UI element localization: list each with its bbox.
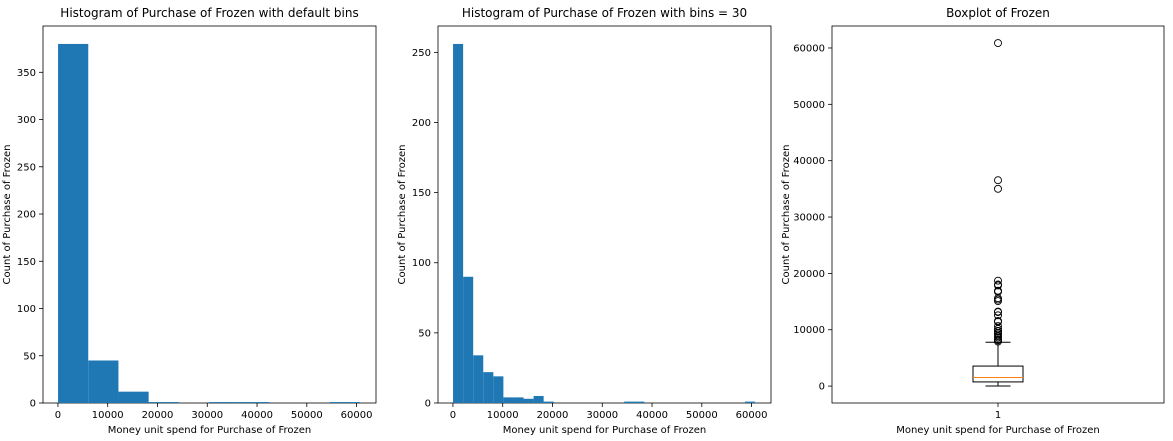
outlier-point	[994, 39, 1002, 48]
outlier-point	[994, 184, 1002, 193]
chart-title: Histogram of Purchase of Frozen with def…	[60, 6, 358, 20]
y-tick-label: 20000	[793, 269, 825, 280]
y-tick-label: 40000	[793, 156, 825, 167]
x-tick-label: 40000	[241, 410, 273, 421]
y-tick-label: 200	[17, 210, 36, 221]
outlier-point	[994, 308, 1002, 317]
plot-area	[437, 25, 772, 404]
y-tick-label: 50	[418, 328, 431, 339]
x-tick-label: 60000	[736, 410, 768, 421]
histogram-bar	[624, 401, 635, 403]
y-tick-label: 50	[23, 351, 36, 362]
y-tick-label: 50000	[793, 100, 825, 111]
x-tick-label: 30000	[586, 410, 618, 421]
outlier-point	[994, 176, 1002, 185]
histogram-bar	[483, 372, 494, 403]
boxplot-panel: 1 0 10000 20000 30000 40000 50000 60000 Boxplo…	[781, 6, 1165, 436]
outlier-point	[994, 327, 1002, 336]
histogram-bar	[209, 402, 240, 403]
histogram-bar	[329, 402, 361, 403]
chart-title: Histogram of Purchase of Frozen with bin…	[462, 6, 747, 20]
histogram-bar	[513, 397, 524, 403]
histogram-default-bins-panel: 0 10000 20000 30000 40000 50000 60000 0 50 100 15…	[2, 6, 377, 436]
plot-area	[831, 25, 1165, 404]
y-tick-label: 0	[30, 399, 36, 410]
y-axis-label: Count of Purchase of Frozen	[781, 145, 792, 285]
histogram-bar	[523, 398, 534, 403]
histogram-bar	[493, 376, 504, 403]
x-tick-label: 10000	[92, 410, 124, 421]
y-tick-label: 150	[17, 257, 36, 268]
histogram-bar	[634, 401, 645, 403]
x-tick-label: 0	[55, 410, 61, 421]
x-tick-label: 20000	[142, 410, 174, 421]
histogram-bar	[118, 391, 149, 403]
histogram-bar	[239, 402, 270, 403]
x-tick-label: 0	[450, 410, 456, 421]
y-tick-label: 250	[17, 162, 36, 173]
y-tick-label: 100	[17, 304, 36, 315]
x-tick-label: 60000	[341, 410, 373, 421]
plot-area	[42, 25, 377, 404]
y-axis-label: Count of Purchase of Frozen	[397, 145, 408, 285]
histogram-bar	[533, 395, 544, 403]
x-axis-label: Money unit spend for Purchase of Frozen	[503, 425, 707, 436]
histogram-30-bins-panel: 0 10000 20000 30000 40000 50000 60000 0 50 100 15…	[397, 6, 772, 436]
y-axis-label: Count of Purchase of Frozen	[2, 145, 13, 285]
outlier-point	[994, 297, 1002, 306]
histogram-bar	[463, 276, 474, 403]
x-tick-label: 20000	[537, 410, 569, 421]
x-tick-label: 1	[995, 410, 1001, 421]
histogram-bar	[148, 402, 179, 403]
y-tick-label: 150	[412, 188, 431, 199]
histogram-bar	[58, 43, 89, 403]
y-tick-label: 350	[17, 68, 36, 79]
x-tick-label: 50000	[686, 410, 718, 421]
histogram-bar	[88, 360, 119, 403]
y-tick-label: 200	[412, 118, 431, 129]
outlier-point	[994, 276, 1002, 285]
y-tick-label: 30000	[793, 213, 825, 224]
box-iqr	[972, 365, 1024, 383]
x-axis-label: Money unit spend for Purchase of Frozen	[108, 425, 312, 436]
x-tick-label: 50000	[291, 410, 323, 421]
outlier-point	[994, 281, 1002, 290]
outlier-point	[994, 311, 1002, 320]
y-tick-label: 0	[819, 382, 825, 393]
y-tick-label: 250	[412, 48, 431, 59]
histogram-bar	[543, 401, 554, 403]
histogram-bar	[473, 355, 484, 403]
x-tick-label: 40000	[636, 410, 668, 421]
outlier-point	[994, 337, 1002, 346]
y-tick-label: 300	[17, 115, 36, 126]
y-tick-label: 0	[425, 399, 431, 410]
x-tick-label: 30000	[191, 410, 223, 421]
y-tick-label: 10000	[793, 325, 825, 336]
histogram-bar	[503, 397, 514, 403]
x-axis-label: Money unit spend for Purchase of Frozen	[896, 425, 1100, 436]
outlier-point	[994, 287, 1002, 296]
histogram-bar	[744, 401, 756, 403]
y-tick-label: 100	[412, 258, 431, 269]
chart-title: Boxplot of Frozen	[946, 6, 1050, 20]
y-tick-label: 60000	[793, 43, 825, 54]
histogram-bar	[453, 43, 464, 403]
x-tick-label: 10000	[487, 410, 519, 421]
